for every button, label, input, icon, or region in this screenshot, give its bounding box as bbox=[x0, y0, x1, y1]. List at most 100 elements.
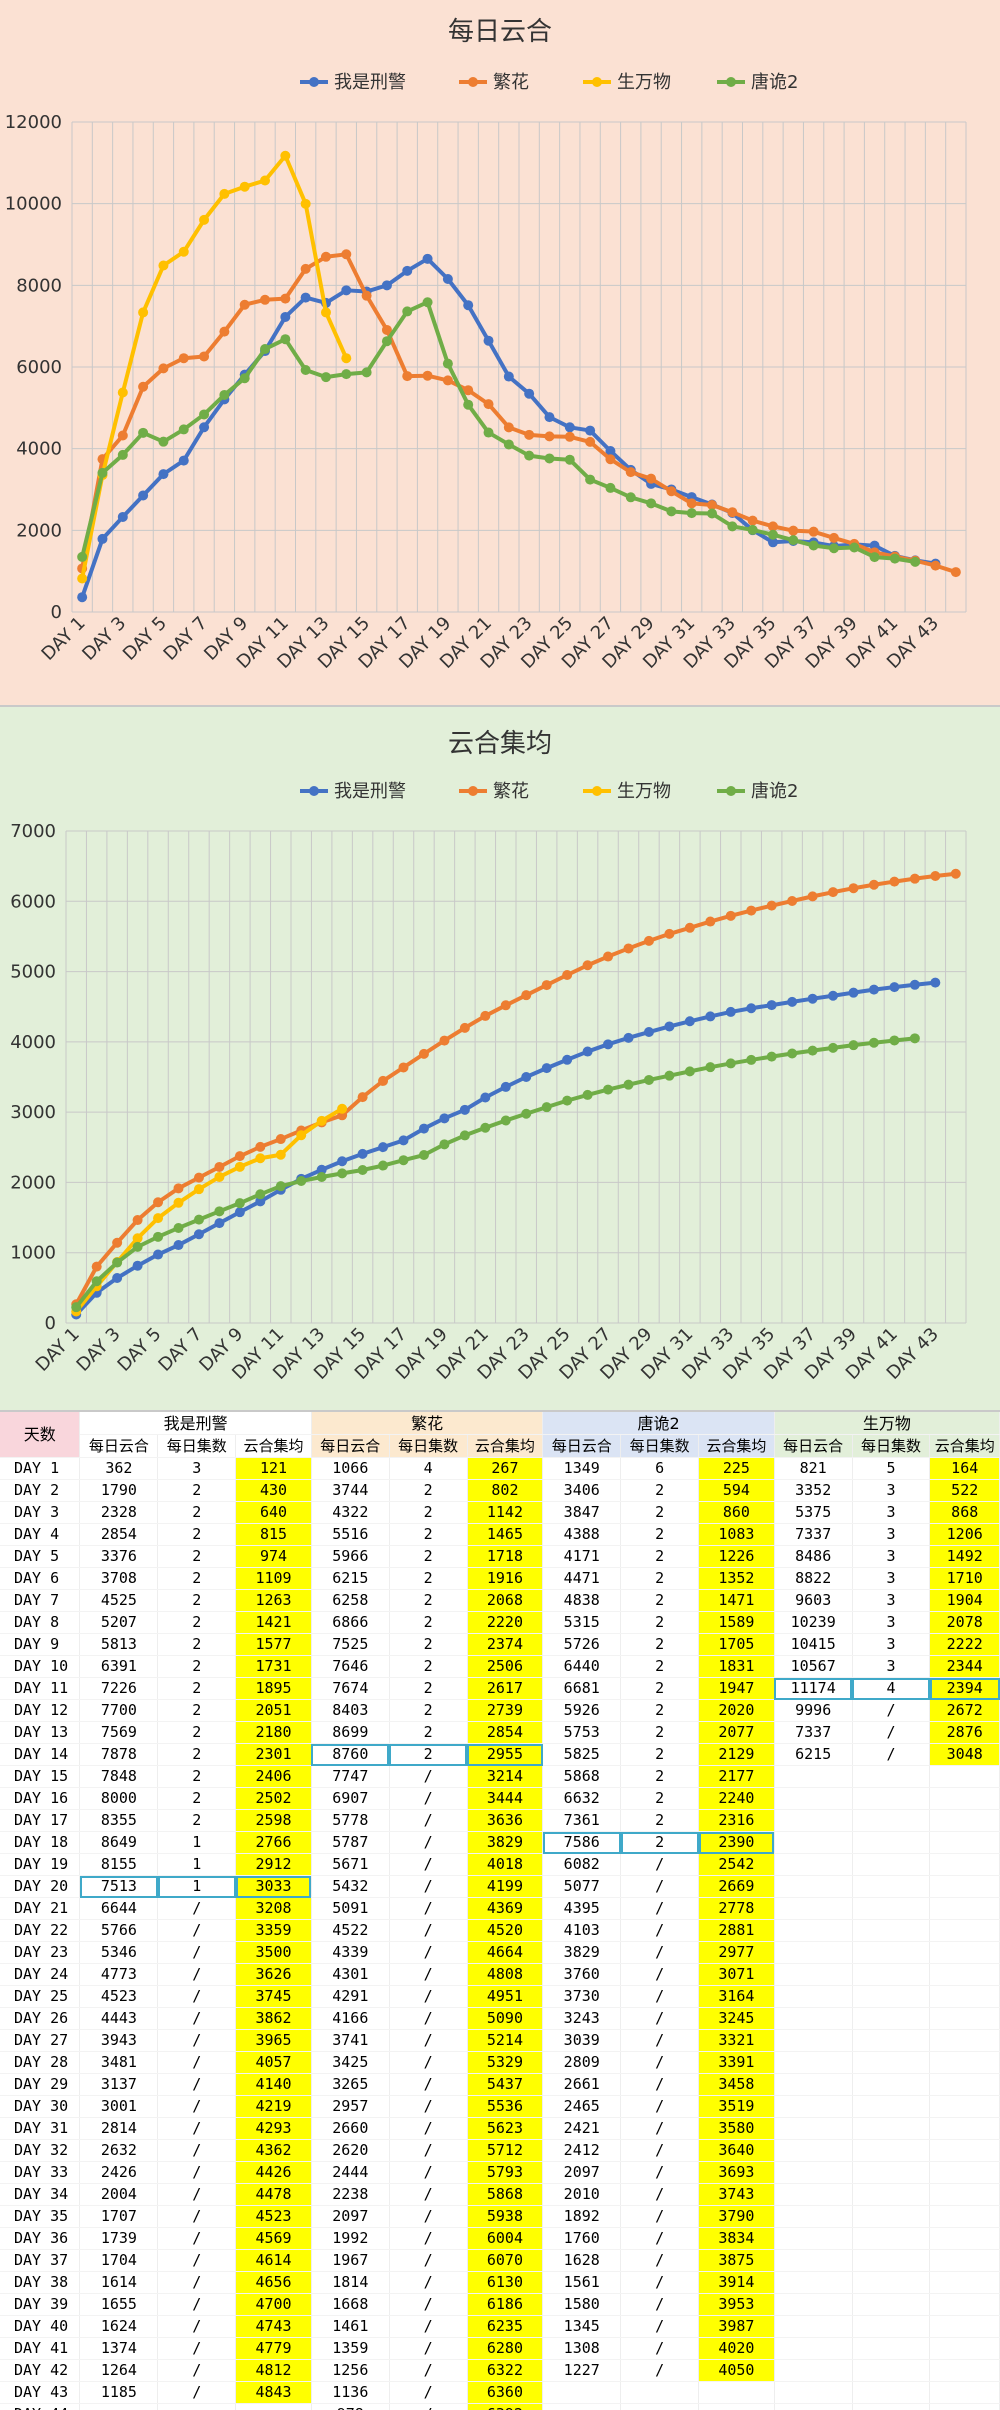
data-point bbox=[889, 553, 900, 564]
table-row: DAY 9 5813 2 1577 7525 2 2374 5726 2 1705 10415 3 22… bbox=[0, 1633, 1000, 1656]
data-point bbox=[910, 556, 921, 567]
data-point bbox=[158, 260, 169, 271]
table-cell: 2766 bbox=[235, 1831, 312, 1854]
table-cell: 2 bbox=[620, 1611, 699, 1634]
table-cell: 5926 bbox=[542, 1699, 622, 1722]
table-row: DAY 24 4773/3626 4301/4808 3760/3071 bbox=[0, 1963, 1000, 1986]
table-cell: 1831 bbox=[698, 1655, 775, 1678]
table-cell: 2374 bbox=[467, 1633, 544, 1656]
legend-label: 繁花 bbox=[493, 72, 529, 93]
data-point bbox=[605, 445, 616, 456]
data-point bbox=[541, 1063, 552, 1074]
table-cell: 5966 bbox=[311, 1545, 390, 1568]
data-point bbox=[234, 1207, 245, 1218]
table-cell: / bbox=[389, 1941, 468, 1964]
data-point bbox=[117, 511, 128, 522]
legend-item: 繁花 bbox=[459, 72, 529, 93]
data-point bbox=[524, 450, 535, 461]
data-point bbox=[158, 469, 169, 480]
data-point bbox=[524, 388, 535, 399]
y-tick-label: 6000 bbox=[10, 891, 56, 912]
table-cell: 3214 bbox=[467, 1765, 544, 1788]
table-cell: 2 bbox=[620, 1655, 699, 1678]
table-cell: / bbox=[157, 2205, 237, 2228]
group-header: 我是刑警 bbox=[79, 1412, 312, 1435]
table-cell: 4773 bbox=[79, 1963, 159, 1986]
table-cell: 3039 bbox=[542, 2029, 622, 2052]
data-point bbox=[132, 1260, 143, 1271]
table-cell: 5315 bbox=[542, 1611, 622, 1634]
table-cell: 2506 bbox=[467, 1655, 544, 1678]
table-cell bbox=[929, 2183, 1000, 2206]
x-tick-label: DAY 5 bbox=[114, 1324, 166, 1376]
table-cell: / bbox=[389, 2249, 468, 2272]
table-cell: / bbox=[157, 2095, 237, 2118]
data-point bbox=[239, 299, 250, 310]
table-cell: 2406 bbox=[235, 1765, 312, 1788]
table-cell: 2301 bbox=[235, 1743, 312, 1766]
data-point bbox=[153, 1213, 164, 1224]
data-point bbox=[316, 1115, 327, 1126]
chart-title: 每日云合 bbox=[448, 17, 552, 47]
table-cell: 2 bbox=[620, 1589, 699, 1612]
table-cell: 3760 bbox=[542, 1963, 622, 1986]
column-header: 每日云合 bbox=[542, 1434, 622, 1458]
table-cell: 1967 bbox=[311, 2249, 390, 2272]
day-cell: DAY 34 bbox=[0, 2183, 81, 2206]
table-cell: 3745 bbox=[235, 1985, 312, 2008]
series-line bbox=[80, 153, 349, 579]
table-cell: 1256 bbox=[311, 2359, 390, 2382]
day-cell: DAY 33 bbox=[0, 2161, 81, 2184]
y-tick-label: 12000 bbox=[5, 112, 62, 133]
data-point bbox=[503, 371, 514, 382]
table-cell: 2598 bbox=[235, 1809, 312, 1832]
table-cell: / bbox=[389, 2205, 468, 2228]
table-cell bbox=[852, 2029, 931, 2052]
table-cell: / bbox=[389, 1787, 468, 1810]
table-cell: 430 bbox=[235, 1479, 312, 1502]
table-cell bbox=[542, 2381, 622, 2404]
table-cell: 3875 bbox=[698, 2249, 775, 2272]
table-cell: 2 bbox=[157, 1765, 237, 1788]
table-cell: 5726 bbox=[542, 1633, 622, 1656]
table-cell: 2 bbox=[157, 1589, 237, 1612]
table-cell: 4057 bbox=[235, 2051, 312, 2074]
table-cell: 5623 bbox=[467, 2117, 544, 2140]
table-row: DAY 12 7700 2 2051 8403 2 2739 5926 2 2020 9996/26… bbox=[0, 1699, 1000, 1722]
x-tick-label: DAY 7 bbox=[160, 613, 212, 665]
data-point bbox=[725, 910, 736, 921]
table-cell: 2 bbox=[157, 1699, 237, 1722]
table-cell: / bbox=[620, 1897, 699, 1920]
table-cell: 5437 bbox=[467, 2073, 544, 2096]
data-point bbox=[666, 506, 677, 517]
data-point bbox=[480, 1122, 491, 1133]
table-row: DAY 32 2632/4362 2620/5712 2412/3640 bbox=[0, 2139, 1000, 2162]
data-point bbox=[684, 1016, 695, 1027]
table-cell: 2 bbox=[157, 1479, 237, 1502]
data-point bbox=[707, 508, 718, 519]
table-row: DAY 25 4523/3745 4291/4951 3730/3164 bbox=[0, 1985, 1000, 2008]
data-point bbox=[544, 431, 555, 442]
legend-label: 生万物 bbox=[617, 72, 671, 93]
table-cell: 5778 bbox=[311, 1809, 390, 1832]
legend-label: 我是刑警 bbox=[334, 781, 406, 802]
table-cell: 1614 bbox=[79, 2271, 159, 2294]
table-cell: 6130 bbox=[467, 2271, 544, 2294]
data-point bbox=[541, 1102, 552, 1113]
data-point bbox=[418, 1048, 429, 1059]
table-cell: 1 bbox=[157, 1853, 237, 1876]
table-cell bbox=[929, 1875, 1000, 1898]
table-cell: 3048 bbox=[929, 1743, 1000, 1766]
data-point bbox=[178, 424, 189, 435]
table-cell: / bbox=[389, 1963, 468, 1986]
table-cell: 1580 bbox=[542, 2293, 622, 2316]
table-cell bbox=[852, 2271, 931, 2294]
data-point bbox=[787, 1048, 798, 1059]
data-point bbox=[564, 431, 575, 442]
table-cell: 2 bbox=[620, 1479, 699, 1502]
table-cell bbox=[852, 2095, 931, 2118]
table-cell bbox=[852, 2007, 931, 2030]
table-cell: / bbox=[620, 2249, 699, 2272]
table-cell bbox=[929, 1897, 1000, 1920]
data-point bbox=[153, 1249, 164, 1260]
